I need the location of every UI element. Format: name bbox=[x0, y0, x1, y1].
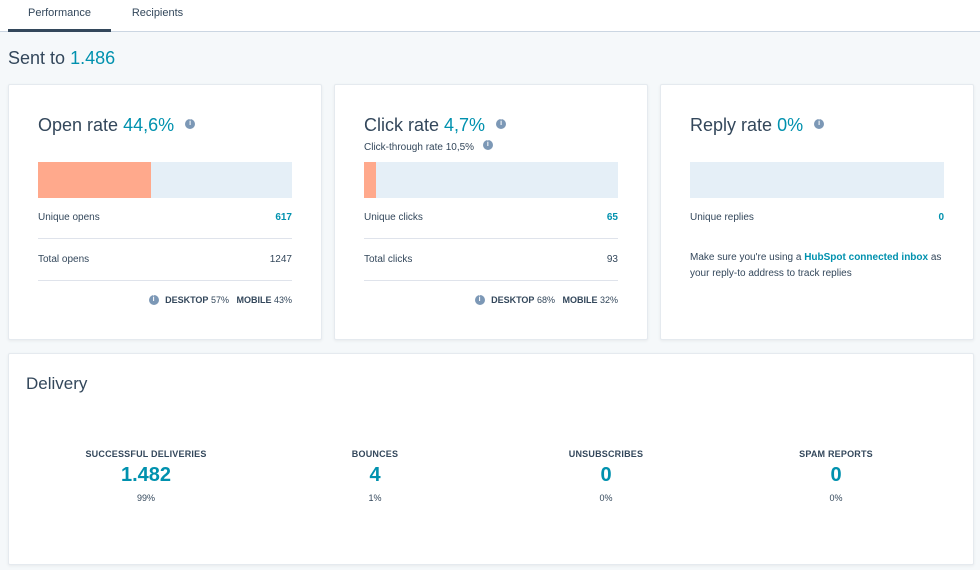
hubspot-connected-inbox-link[interactable]: HubSpot connected inbox bbox=[804, 252, 929, 263]
stat-percent: 0% bbox=[599, 493, 613, 503]
stat-value[interactable]: 0 bbox=[830, 464, 842, 486]
device-breakdown: i DESKTOP 57% MOBILE 43% bbox=[148, 294, 292, 306]
reply-rate-title: Reply rate 0% i bbox=[690, 115, 825, 136]
info-icon[interactable]: i bbox=[474, 294, 485, 305]
unique-clicks-label: Unique clicks bbox=[364, 212, 423, 223]
click-through-rate: Click-through rate 10,5% i bbox=[364, 140, 493, 153]
info-icon[interactable]: i bbox=[496, 119, 507, 130]
device-breakdown: i DESKTOP 68% MOBILE 32% bbox=[474, 294, 618, 306]
mobile-label: MOBILE bbox=[236, 295, 272, 305]
stat-percent: 0% bbox=[829, 493, 843, 503]
open-rate-bar bbox=[38, 162, 292, 198]
unsubscribes-stat: UNSUBSCRIBES 0 0% bbox=[506, 449, 706, 503]
click-rate-title: Click rate 4,7% i bbox=[364, 115, 507, 136]
desktop-value: 68% bbox=[536, 295, 555, 305]
delivery-title: Delivery bbox=[26, 374, 88, 393]
open-rate-card: Open rate 44,6% i Unique opens 617 Total… bbox=[8, 84, 322, 340]
stat-percent: 1% bbox=[368, 493, 382, 503]
total-opens-row: Total opens 1247 bbox=[38, 239, 292, 281]
sent-label: Sent to bbox=[8, 48, 66, 68]
info-icon[interactable]: i bbox=[148, 294, 159, 305]
mobile-label: MOBILE bbox=[562, 295, 598, 305]
stat-label: SUCCESSFUL DELIVERIES bbox=[85, 449, 207, 459]
unique-opens-value[interactable]: 617 bbox=[275, 212, 292, 223]
stat-label: BOUNCES bbox=[351, 449, 399, 459]
reply-note-text-1: Make sure you're using a bbox=[690, 252, 805, 263]
mobile-value: 32% bbox=[599, 295, 618, 305]
total-opens-value: 1247 bbox=[269, 254, 292, 265]
reply-note-text-2: as your reply-to address to track replie… bbox=[690, 252, 942, 279]
successful-deliveries-stat: SUCCESSFUL DELIVERIES 1.482 99% bbox=[46, 449, 246, 503]
mobile-value: 43% bbox=[273, 295, 292, 305]
click-rate-bar-fill bbox=[364, 162, 376, 198]
open-rate-value: 44,6% bbox=[123, 115, 175, 135]
unique-clicks-value[interactable]: 65 bbox=[606, 212, 618, 223]
unique-opens-row: Unique opens 617 bbox=[38, 197, 292, 239]
sent-count: 1.486 bbox=[70, 48, 116, 68]
delivery-card: Delivery SUCCESSFUL DELIVERIES 1.482 99%… bbox=[8, 353, 974, 565]
tab-performance[interactable]: Performance bbox=[8, 0, 111, 32]
stat-value[interactable]: 0 bbox=[600, 464, 612, 486]
total-opens-label: Total opens bbox=[38, 254, 90, 265]
unique-clicks-row: Unique clicks 65 bbox=[364, 197, 618, 239]
reply-rate-label: Reply rate bbox=[690, 115, 773, 135]
reply-rate-value: 0% bbox=[777, 115, 804, 135]
click-rate-value: 4,7% bbox=[444, 115, 486, 135]
info-icon[interactable]: i bbox=[185, 119, 196, 130]
stat-value[interactable]: 4 bbox=[369, 464, 381, 486]
sent-summary: Sent to 1.486 bbox=[8, 48, 115, 69]
unique-replies-value[interactable]: 0 bbox=[938, 212, 944, 223]
click-rate-card: Click rate 4,7% i Click-through rate 10,… bbox=[334, 84, 648, 340]
stat-value[interactable]: 1.482 bbox=[120, 464, 172, 486]
unique-replies-row: Unique replies 0 bbox=[690, 197, 944, 239]
stat-label: SPAM REPORTS bbox=[799, 449, 873, 459]
info-icon[interactable]: i bbox=[814, 119, 825, 130]
click-rate-bar bbox=[364, 162, 618, 198]
stat-label: UNSUBSCRIBES bbox=[568, 449, 644, 459]
total-clicks-value: 93 bbox=[606, 254, 618, 265]
click-rate-label: Click rate bbox=[364, 115, 440, 135]
tab-bar: Performance Recipients bbox=[0, 0, 980, 32]
stat-percent: 99% bbox=[136, 493, 155, 503]
unique-replies-label: Unique replies bbox=[690, 212, 754, 223]
desktop-label: DESKTOP bbox=[165, 295, 209, 305]
click-through-label: Click-through rate 10,5% bbox=[364, 142, 475, 153]
desktop-value: 57% bbox=[210, 295, 229, 305]
reply-rate-bar bbox=[690, 162, 944, 198]
desktop-label: DESKTOP bbox=[491, 295, 535, 305]
open-rate-title: Open rate 44,6% i bbox=[38, 115, 196, 136]
total-clicks-label: Total clicks bbox=[364, 254, 413, 265]
total-clicks-row: Total clicks 93 bbox=[364, 239, 618, 281]
reply-tracking-note: Make sure you're using a HubSpot connect… bbox=[690, 250, 950, 282]
open-rate-label: Open rate bbox=[38, 115, 119, 135]
tab-recipients[interactable]: Recipients bbox=[131, 7, 184, 19]
reply-rate-card: Reply rate 0% i Unique replies 0 Make su… bbox=[660, 84, 974, 340]
open-rate-bar-fill bbox=[38, 162, 152, 198]
bounces-stat: BOUNCES 4 1% bbox=[275, 449, 475, 503]
spam-reports-stat: SPAM REPORTS 0 0% bbox=[736, 449, 936, 503]
info-icon[interactable]: i bbox=[482, 140, 493, 151]
unique-opens-label: Unique opens bbox=[38, 212, 100, 223]
